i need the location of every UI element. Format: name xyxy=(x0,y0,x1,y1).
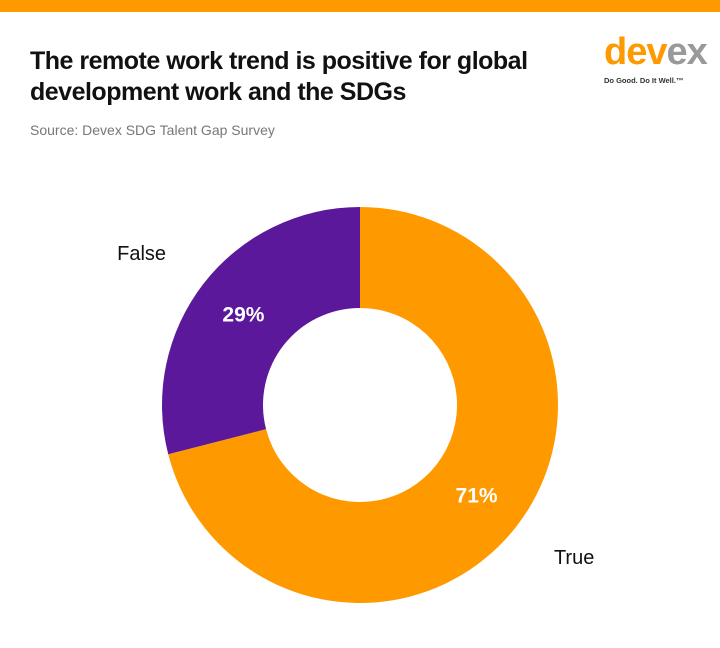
logo-text-ex: ex xyxy=(666,31,707,73)
category-label-true: True xyxy=(554,547,594,569)
logo-tagline: Do Good. Do It Well.™ xyxy=(604,76,684,85)
logo-text-dev: dev xyxy=(604,31,667,73)
data-label-true: 71% xyxy=(456,484,498,507)
devex-logo: devex Do Good. Do It Well.™ xyxy=(604,30,714,86)
slice-false xyxy=(161,207,360,455)
slice-true xyxy=(168,207,559,603)
top-accent-bar xyxy=(0,0,720,12)
logo-wordmark: devex xyxy=(604,30,714,74)
chart-source: Source: Devex SDG Talent Gap Survey xyxy=(30,122,275,138)
category-label-false: False xyxy=(117,243,166,265)
chart-title: The remote work trend is positive for gl… xyxy=(30,47,528,106)
data-label-false: 29% xyxy=(222,304,264,327)
